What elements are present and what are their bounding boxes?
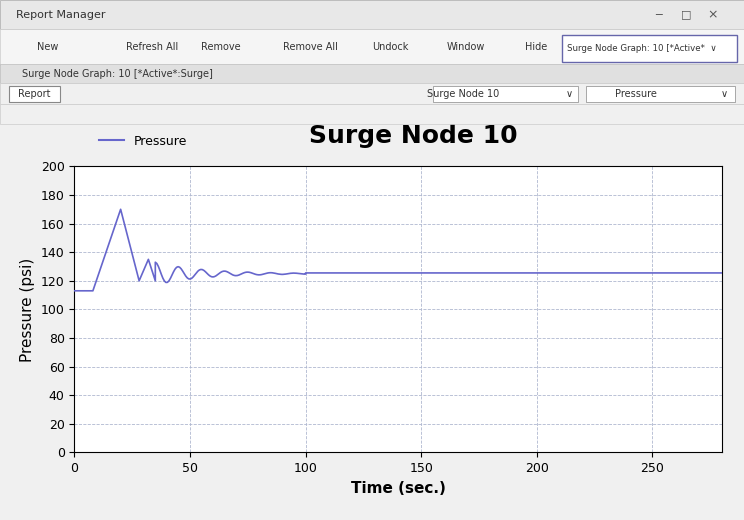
Text: Report: Report xyxy=(18,89,51,99)
Text: Surge Node 10: Surge Node 10 xyxy=(309,124,517,148)
X-axis label: Time (sec.): Time (sec.) xyxy=(350,480,446,496)
Text: Surge Node Graph: 10 [*Active*  ∨: Surge Node Graph: 10 [*Active* ∨ xyxy=(567,44,716,54)
Text: Pressure: Pressure xyxy=(615,89,657,99)
Text: ∨: ∨ xyxy=(565,89,573,99)
Legend: Pressure: Pressure xyxy=(94,130,192,153)
Text: Refresh All: Refresh All xyxy=(126,42,179,52)
Text: Remove: Remove xyxy=(201,42,240,52)
Text: □: □ xyxy=(681,9,691,20)
Text: Surge Node Graph: 10 [*Active*:Surge]: Surge Node Graph: 10 [*Active*:Surge] xyxy=(22,69,214,79)
Text: Hide: Hide xyxy=(525,42,547,52)
Y-axis label: Pressure (psi): Pressure (psi) xyxy=(20,257,35,361)
Text: ∨: ∨ xyxy=(721,89,728,99)
Text: ×: × xyxy=(707,8,717,21)
Text: Undock: Undock xyxy=(372,42,408,52)
Text: Surge Node 10: Surge Node 10 xyxy=(426,89,499,99)
Text: Remove All: Remove All xyxy=(283,42,338,52)
Text: Window: Window xyxy=(446,42,485,52)
Text: Report Manager: Report Manager xyxy=(16,9,106,20)
Text: New: New xyxy=(37,42,59,52)
Text: ─: ─ xyxy=(655,9,661,20)
